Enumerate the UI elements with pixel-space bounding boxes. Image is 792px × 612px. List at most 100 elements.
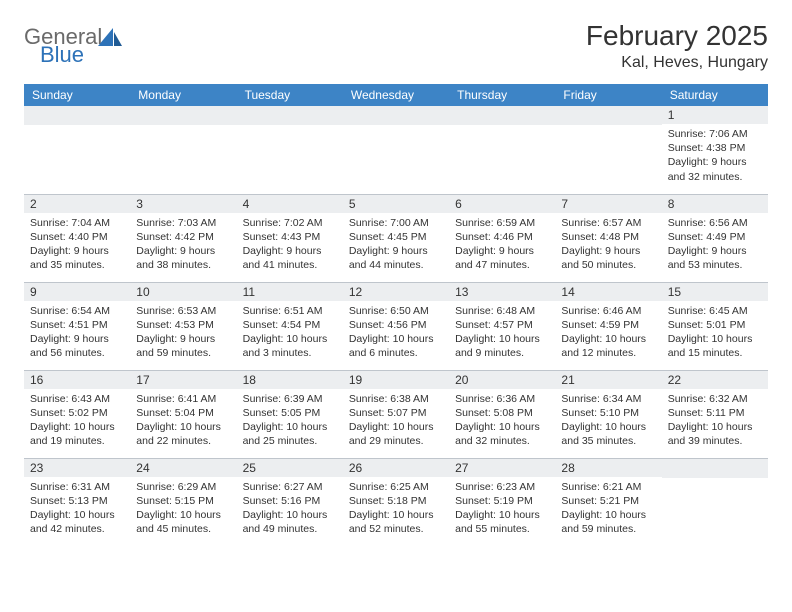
calendar-day-cell: 23Sunrise: 6:31 AMSunset: 5:13 PMDayligh…	[24, 458, 130, 546]
calendar-day-cell: 26Sunrise: 6:25 AMSunset: 5:18 PMDayligh…	[343, 458, 449, 546]
day-number: 1	[662, 106, 768, 124]
calendar-day-cell: 27Sunrise: 6:23 AMSunset: 5:19 PMDayligh…	[449, 458, 555, 546]
calendar-day-cell: 11Sunrise: 6:51 AMSunset: 4:54 PMDayligh…	[237, 282, 343, 370]
day-details: Sunrise: 6:50 AMSunset: 4:56 PMDaylight:…	[343, 301, 449, 365]
daylight-line: Daylight: 10 hours and 25 minutes.	[243, 420, 337, 448]
sunrise-line: Sunrise: 6:56 AM	[668, 216, 762, 230]
calendar-day-cell: 1Sunrise: 7:06 AMSunset: 4:38 PMDaylight…	[662, 106, 768, 194]
day-details: Sunrise: 6:53 AMSunset: 4:53 PMDaylight:…	[130, 301, 236, 365]
empty-day-bar	[555, 106, 661, 125]
sunrise-line: Sunrise: 6:29 AM	[136, 480, 230, 494]
sunset-line: Sunset: 4:43 PM	[243, 230, 337, 244]
calendar-day-cell: 3Sunrise: 7:03 AMSunset: 4:42 PMDaylight…	[130, 194, 236, 282]
day-details: Sunrise: 6:34 AMSunset: 5:10 PMDaylight:…	[555, 389, 661, 453]
sunset-line: Sunset: 4:46 PM	[455, 230, 549, 244]
sunset-line: Sunset: 5:19 PM	[455, 494, 549, 508]
sunset-line: Sunset: 5:08 PM	[455, 406, 549, 420]
header: General Blue February 2025 Kal, Heves, H…	[24, 20, 768, 72]
day-details: Sunrise: 6:36 AMSunset: 5:08 PMDaylight:…	[449, 389, 555, 453]
daylight-line: Daylight: 10 hours and 9 minutes.	[455, 332, 549, 360]
calendar-day-cell: 24Sunrise: 6:29 AMSunset: 5:15 PMDayligh…	[130, 458, 236, 546]
sunrise-line: Sunrise: 6:27 AM	[243, 480, 337, 494]
day-number: 4	[237, 195, 343, 213]
calendar-day-cell: 10Sunrise: 6:53 AMSunset: 4:53 PMDayligh…	[130, 282, 236, 370]
day-details: Sunrise: 6:29 AMSunset: 5:15 PMDaylight:…	[130, 477, 236, 541]
day-number: 6	[449, 195, 555, 213]
sunrise-line: Sunrise: 6:36 AM	[455, 392, 549, 406]
day-number: 15	[662, 283, 768, 301]
calendar-day-cell	[449, 106, 555, 194]
day-details: Sunrise: 6:51 AMSunset: 4:54 PMDaylight:…	[237, 301, 343, 365]
day-details: Sunrise: 6:48 AMSunset: 4:57 PMDaylight:…	[449, 301, 555, 365]
day-details: Sunrise: 7:06 AMSunset: 4:38 PMDaylight:…	[662, 124, 768, 188]
calendar-week-row: 23Sunrise: 6:31 AMSunset: 5:13 PMDayligh…	[24, 458, 768, 546]
day-number: 20	[449, 371, 555, 389]
sunrise-line: Sunrise: 6:21 AM	[561, 480, 655, 494]
day-details: Sunrise: 7:04 AMSunset: 4:40 PMDaylight:…	[24, 213, 130, 277]
daylight-line: Daylight: 9 hours and 41 minutes.	[243, 244, 337, 272]
day-details: Sunrise: 6:23 AMSunset: 5:19 PMDaylight:…	[449, 477, 555, 541]
weekday-header: Thursday	[449, 84, 555, 106]
calendar-day-cell: 20Sunrise: 6:36 AMSunset: 5:08 PMDayligh…	[449, 370, 555, 458]
weekday-header: Saturday	[662, 84, 768, 106]
day-details: Sunrise: 6:21 AMSunset: 5:21 PMDaylight:…	[555, 477, 661, 541]
calendar-day-cell	[343, 106, 449, 194]
calendar-week-row: 2Sunrise: 7:04 AMSunset: 4:40 PMDaylight…	[24, 194, 768, 282]
sunrise-line: Sunrise: 6:45 AM	[668, 304, 762, 318]
daylight-line: Daylight: 10 hours and 19 minutes.	[30, 420, 124, 448]
day-details: Sunrise: 6:25 AMSunset: 5:18 PMDaylight:…	[343, 477, 449, 541]
day-details: Sunrise: 6:32 AMSunset: 5:11 PMDaylight:…	[662, 389, 768, 453]
day-number: 9	[24, 283, 130, 301]
calendar-day-cell	[237, 106, 343, 194]
sunset-line: Sunset: 5:04 PM	[136, 406, 230, 420]
calendar-day-cell: 12Sunrise: 6:50 AMSunset: 4:56 PMDayligh…	[343, 282, 449, 370]
sunrise-line: Sunrise: 6:32 AM	[668, 392, 762, 406]
brand-line2: Blue	[24, 44, 102, 66]
calendar-week-row: 1Sunrise: 7:06 AMSunset: 4:38 PMDaylight…	[24, 106, 768, 194]
calendar-week-row: 9Sunrise: 6:54 AMSunset: 4:51 PMDaylight…	[24, 282, 768, 370]
weekday-header-row: Sunday Monday Tuesday Wednesday Thursday…	[24, 84, 768, 106]
day-number: 21	[555, 371, 661, 389]
sunrise-line: Sunrise: 7:02 AM	[243, 216, 337, 230]
day-number: 25	[237, 459, 343, 477]
sunrise-line: Sunrise: 6:46 AM	[561, 304, 655, 318]
day-details: Sunrise: 7:03 AMSunset: 4:42 PMDaylight:…	[130, 213, 236, 277]
calendar-day-cell: 17Sunrise: 6:41 AMSunset: 5:04 PMDayligh…	[130, 370, 236, 458]
daylight-line: Daylight: 10 hours and 29 minutes.	[349, 420, 443, 448]
day-number: 27	[449, 459, 555, 477]
calendar-day-cell	[24, 106, 130, 194]
sunrise-line: Sunrise: 6:38 AM	[349, 392, 443, 406]
daylight-line: Daylight: 10 hours and 55 minutes.	[455, 508, 549, 536]
calendar-day-cell: 14Sunrise: 6:46 AMSunset: 4:59 PMDayligh…	[555, 282, 661, 370]
daylight-line: Daylight: 9 hours and 53 minutes.	[668, 244, 762, 272]
day-number: 28	[555, 459, 661, 477]
empty-day-bar	[662, 459, 768, 478]
sunrise-line: Sunrise: 7:04 AM	[30, 216, 124, 230]
day-details: Sunrise: 7:02 AMSunset: 4:43 PMDaylight:…	[237, 213, 343, 277]
weekday-header: Monday	[130, 84, 236, 106]
calendar-day-cell: 8Sunrise: 6:56 AMSunset: 4:49 PMDaylight…	[662, 194, 768, 282]
calendar-day-cell: 9Sunrise: 6:54 AMSunset: 4:51 PMDaylight…	[24, 282, 130, 370]
day-number: 2	[24, 195, 130, 213]
calendar-week-row: 16Sunrise: 6:43 AMSunset: 5:02 PMDayligh…	[24, 370, 768, 458]
sunset-line: Sunset: 4:51 PM	[30, 318, 124, 332]
empty-day-bar	[343, 106, 449, 125]
sunset-line: Sunset: 4:54 PM	[243, 318, 337, 332]
sunset-line: Sunset: 4:48 PM	[561, 230, 655, 244]
page-title: February 2025	[586, 20, 768, 52]
brand-logo: General Blue	[24, 20, 124, 66]
location-text: Kal, Heves, Hungary	[586, 54, 768, 72]
calendar-day-cell: 22Sunrise: 6:32 AMSunset: 5:11 PMDayligh…	[662, 370, 768, 458]
sunset-line: Sunset: 5:15 PM	[136, 494, 230, 508]
calendar-table: Sunday Monday Tuesday Wednesday Thursday…	[24, 84, 768, 546]
sunrise-line: Sunrise: 6:51 AM	[243, 304, 337, 318]
sunset-line: Sunset: 4:40 PM	[30, 230, 124, 244]
daylight-line: Daylight: 10 hours and 52 minutes.	[349, 508, 443, 536]
sunrise-line: Sunrise: 6:25 AM	[349, 480, 443, 494]
day-number: 5	[343, 195, 449, 213]
day-number: 7	[555, 195, 661, 213]
daylight-line: Daylight: 10 hours and 35 minutes.	[561, 420, 655, 448]
sunrise-line: Sunrise: 7:06 AM	[668, 127, 762, 141]
calendar-day-cell: 4Sunrise: 7:02 AMSunset: 4:43 PMDaylight…	[237, 194, 343, 282]
daylight-line: Daylight: 10 hours and 45 minutes.	[136, 508, 230, 536]
